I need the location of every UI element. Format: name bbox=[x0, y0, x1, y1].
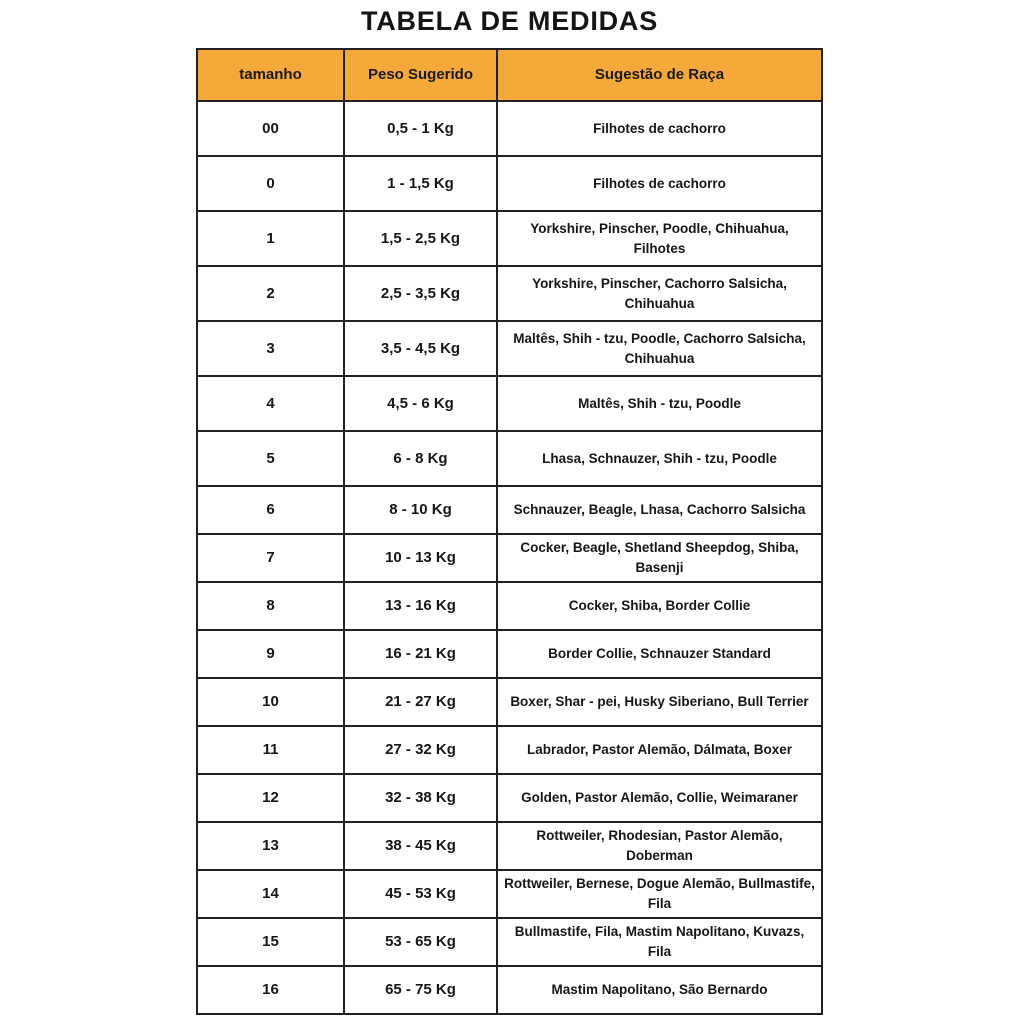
cell-breeds: Border Collie, Schnauzer Standard bbox=[496, 631, 821, 677]
table-row: 2 2,5 - 3,5 Kg Yorkshire, Pinscher, Cach… bbox=[198, 265, 821, 320]
cell-breeds: Yorkshire, Pinscher, Poodle, Chihuahua, … bbox=[496, 212, 821, 265]
cell-weight: 8 - 10 Kg bbox=[343, 487, 496, 533]
header-cell-size: tamanho bbox=[239, 66, 302, 84]
cell-weight: 3,5 - 4,5 Kg bbox=[343, 322, 496, 375]
table-header-row: tamanho Peso Sugerido Sugestão de Raça bbox=[198, 50, 821, 100]
cell-breeds: Cocker, Shiba, Border Collie bbox=[496, 583, 821, 629]
cell-size: 00 bbox=[262, 119, 279, 137]
table-row: 00 0,5 - 1 Kg Filhotes de cachorro bbox=[198, 100, 821, 155]
table-row: 1 1,5 - 2,5 Kg Yorkshire, Pinscher, Pood… bbox=[198, 210, 821, 265]
cell-weight: 10 - 13 Kg bbox=[343, 535, 496, 581]
cell-size: 12 bbox=[262, 789, 279, 807]
cell-weight: 0,5 - 1 Kg bbox=[343, 102, 496, 155]
page-title: TABELA DE MEDIDAS bbox=[360, 6, 659, 36]
cell-weight: 21 - 27 Kg bbox=[343, 679, 496, 725]
cell-size: 6 bbox=[266, 501, 275, 519]
cell-breeds: Boxer, Shar - pei, Husky Siberiano, Bull… bbox=[496, 679, 821, 725]
cell-breeds: Yorkshire, Pinscher, Cachorro Salsicha, … bbox=[496, 267, 821, 320]
table-row: 10 21 - 27 Kg Boxer, Shar - pei, Husky S… bbox=[198, 677, 821, 725]
table-row: 12 32 - 38 Kg Golden, Pastor Alemão, Col… bbox=[198, 773, 821, 821]
cell-weight: 32 - 38 Kg bbox=[343, 775, 496, 821]
table-row: 5 6 - 8 Kg Lhasa, Schnauzer, Shih - tzu,… bbox=[198, 430, 821, 485]
cell-breeds: Filhotes de cachorro bbox=[496, 157, 821, 210]
cell-size: 1 bbox=[266, 229, 275, 247]
cell-size: 4 bbox=[266, 394, 275, 412]
cell-size: 0 bbox=[266, 174, 275, 192]
header-cell-weight: Peso Sugerido bbox=[343, 50, 496, 100]
size-table: tamanho Peso Sugerido Sugestão de Raça 0… bbox=[196, 48, 823, 1015]
cell-breeds: Maltês, Shih - tzu, Poodle bbox=[496, 377, 821, 430]
table-row: 11 27 - 32 Kg Labrador, Pastor Alemão, D… bbox=[198, 725, 821, 773]
cell-size: 3 bbox=[266, 339, 275, 357]
cell-breeds: Maltês, Shih - tzu, Poodle, Cachorro Sal… bbox=[496, 322, 821, 375]
cell-weight: 27 - 32 Kg bbox=[343, 727, 496, 773]
cell-size: 8 bbox=[266, 597, 275, 615]
cell-breeds: Mastim Napolitano, São Bernardo bbox=[496, 967, 821, 1013]
cell-weight: 13 - 16 Kg bbox=[343, 583, 496, 629]
table-row: 4 4,5 - 6 Kg Maltês, Shih - tzu, Poodle bbox=[198, 375, 821, 430]
cell-size: 13 bbox=[262, 837, 279, 855]
cell-breeds: Rottweiler, Rhodesian, Pastor Alemão, Do… bbox=[496, 823, 821, 869]
cell-breeds: Filhotes de cachorro bbox=[496, 102, 821, 155]
cell-size: 14 bbox=[262, 885, 279, 903]
cell-weight: 53 - 65 Kg bbox=[343, 919, 496, 965]
cell-breeds: Golden, Pastor Alemão, Collie, Weimarane… bbox=[496, 775, 821, 821]
cell-breeds: Schnauzer, Beagle, Lhasa, Cachorro Salsi… bbox=[496, 487, 821, 533]
table-row: 14 45 - 53 Kg Rottweiler, Bernese, Dogue… bbox=[198, 869, 821, 917]
cell-weight: 1,5 - 2,5 Kg bbox=[343, 212, 496, 265]
table-row: 8 13 - 16 Kg Cocker, Shiba, Border Colli… bbox=[198, 581, 821, 629]
cell-weight: 4,5 - 6 Kg bbox=[343, 377, 496, 430]
table-row: 6 8 - 10 Kg Schnauzer, Beagle, Lhasa, Ca… bbox=[198, 485, 821, 533]
table-row: 13 38 - 45 Kg Rottweiler, Rhodesian, Pas… bbox=[198, 821, 821, 869]
table-row: 15 53 - 65 Kg Bullmastife, Fila, Mastim … bbox=[198, 917, 821, 965]
table-row: 3 3,5 - 4,5 Kg Maltês, Shih - tzu, Poodl… bbox=[198, 320, 821, 375]
cell-breeds: Bullmastife, Fila, Mastim Napolitano, Ku… bbox=[496, 919, 821, 965]
cell-size: 10 bbox=[262, 693, 279, 711]
size-chart: TABELA DE MEDIDAS tamanho Peso Sugerido … bbox=[196, 6, 823, 1015]
cell-size: 7 bbox=[266, 549, 275, 567]
table-row: 0 1 - 1,5 Kg Filhotes de cachorro bbox=[198, 155, 821, 210]
cell-size: 2 bbox=[266, 284, 275, 302]
table-row: 9 16 - 21 Kg Border Collie, Schnauzer St… bbox=[198, 629, 821, 677]
cell-size: 16 bbox=[262, 981, 279, 999]
cell-weight: 16 - 21 Kg bbox=[343, 631, 496, 677]
cell-breeds: Cocker, Beagle, Shetland Sheepdog, Shiba… bbox=[496, 535, 821, 581]
cell-size: 5 bbox=[266, 449, 275, 467]
cell-weight: 45 - 53 Kg bbox=[343, 871, 496, 917]
cell-size: 15 bbox=[262, 933, 279, 951]
table-row: 16 65 - 75 Kg Mastim Napolitano, São Ber… bbox=[198, 965, 821, 1013]
cell-size: 11 bbox=[262, 741, 279, 759]
cell-weight: 65 - 75 Kg bbox=[343, 967, 496, 1013]
cell-weight: 38 - 45 Kg bbox=[343, 823, 496, 869]
table-row: 7 10 - 13 Kg Cocker, Beagle, Shetland Sh… bbox=[198, 533, 821, 581]
cell-size: 9 bbox=[266, 645, 275, 663]
cell-weight: 2,5 - 3,5 Kg bbox=[343, 267, 496, 320]
cell-weight: 1 - 1,5 Kg bbox=[343, 157, 496, 210]
cell-weight: 6 - 8 Kg bbox=[343, 432, 496, 485]
cell-breeds: Lhasa, Schnauzer, Shih - tzu, Poodle bbox=[496, 432, 821, 485]
header-cell-breeds: Sugestão de Raça bbox=[496, 50, 821, 100]
cell-breeds: Rottweiler, Bernese, Dogue Alemão, Bullm… bbox=[496, 871, 821, 917]
cell-breeds: Labrador, Pastor Alemão, Dálmata, Boxer bbox=[496, 727, 821, 773]
